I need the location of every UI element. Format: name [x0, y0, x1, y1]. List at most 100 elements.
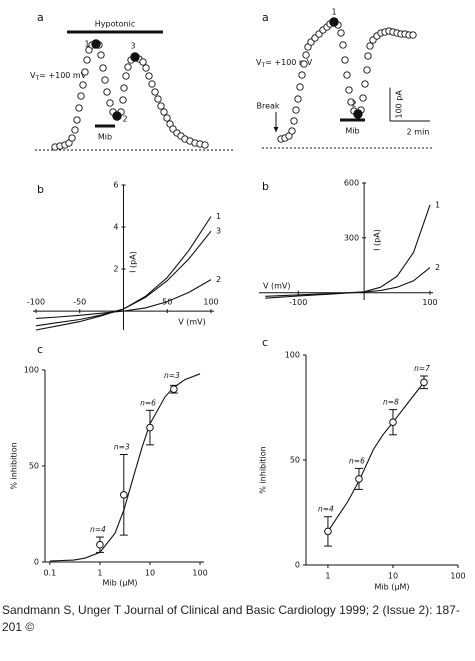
break-label: Break [256, 102, 279, 111]
iv-curve [265, 204, 431, 299]
data-point [124, 63, 132, 71]
data-point [296, 83, 304, 91]
data-point [96, 540, 104, 549]
data-point [106, 99, 114, 107]
x-tick-label: 10 [388, 572, 398, 581]
n-label: n=4 [318, 505, 334, 514]
y-tick-label: 0 [34, 558, 39, 567]
n-label: n=8 [383, 398, 399, 407]
panel-letter: b [37, 183, 44, 196]
data-point [99, 64, 107, 72]
point-label: 1 [331, 8, 336, 17]
series-label: 1 [216, 212, 221, 221]
data-point [345, 86, 353, 94]
x-tick-label: 100 [450, 572, 465, 581]
y-tick-label: 0 [295, 561, 300, 570]
data-point [103, 88, 111, 96]
data-point [142, 64, 150, 72]
n-label: n=4 [90, 525, 106, 534]
series-label: 2 [216, 275, 221, 284]
data-point [363, 66, 371, 74]
marked-point [353, 109, 363, 119]
data-point [77, 92, 85, 100]
data-point [355, 475, 363, 483]
x-axis-label: Mib (μM) [103, 579, 138, 588]
x-axis-label: Mib (μM) [375, 583, 410, 592]
data-point [122, 72, 130, 80]
voltage-label: VT= +100 mV [30, 71, 87, 82]
data-point [347, 98, 355, 106]
y-tick-label: 50 [29, 462, 39, 471]
marked-point [91, 39, 101, 49]
data-point [157, 102, 165, 110]
point-label: 3 [130, 42, 135, 51]
fit-curve [49, 373, 201, 562]
voltage-value: = +100 mV [265, 58, 313, 67]
y-axis-label: I (pA) [129, 251, 138, 273]
marked-point [112, 111, 122, 121]
data-point [160, 108, 168, 116]
voltage-subscript: T [34, 75, 39, 82]
fit-curve [327, 381, 425, 532]
data-point [341, 56, 349, 64]
x-tick-label: 100 [192, 569, 207, 578]
data-point [409, 31, 417, 39]
x-tick-label: 1 [97, 569, 102, 578]
n-label: n=6 [140, 398, 156, 407]
n-label: n=3 [164, 371, 180, 380]
data-point [151, 88, 159, 96]
data-point [298, 71, 306, 79]
scale-label-y: 100 pA [395, 90, 404, 119]
y-tick-label: 300 [344, 233, 359, 242]
voltage-symbol: V [256, 58, 262, 67]
data-point [366, 42, 374, 50]
n-label: n=7 [414, 364, 430, 373]
iv-curve [35, 279, 212, 319]
panel-letter: c [262, 336, 268, 349]
y-tick-label: 6 [113, 181, 118, 190]
data-point [139, 58, 147, 66]
x-tick-label: 0.1 [43, 569, 56, 578]
break-arrowhead [273, 127, 279, 132]
marked-point [130, 52, 140, 62]
data-point [154, 95, 162, 103]
data-point [146, 423, 154, 432]
data-point [294, 95, 302, 103]
x-tick-label: 100 [203, 298, 218, 307]
iv-curve [265, 267, 431, 297]
n-label: n=6 [349, 456, 365, 465]
data-point [68, 134, 76, 142]
x-axis-label: V (mV) [263, 282, 291, 291]
iv-curve [35, 230, 212, 327]
panel-letter: a [37, 11, 44, 24]
voltage-subscript: T [260, 62, 265, 69]
data-point [119, 96, 127, 104]
data-point [288, 127, 296, 135]
y-tick-label: 50 [290, 456, 300, 465]
data-point [79, 81, 87, 89]
voltage-value: = +100 mV [39, 71, 87, 80]
n-label: n=3 [114, 442, 130, 451]
series-label: 2 [435, 263, 440, 272]
data-point [420, 378, 428, 387]
data-point [119, 491, 128, 499]
data-point [120, 84, 128, 92]
drug-label: Mib [345, 127, 359, 136]
point-label: 2 [122, 115, 127, 124]
data-point [292, 106, 300, 114]
drug-label: Mib [98, 133, 112, 142]
y-tick-label: 100 [24, 366, 39, 375]
voltage-symbol: V [30, 71, 36, 80]
series-label: 3 [216, 227, 221, 236]
data-point [145, 72, 153, 80]
data-point [361, 80, 369, 88]
y-tick-label: 2 [113, 265, 118, 274]
series-label: 1 [435, 200, 440, 209]
data-point [389, 418, 397, 427]
y-axis-label: % inhibition [259, 446, 268, 493]
marked-point [329, 17, 339, 27]
y-axis-label: I (pA) [373, 229, 382, 251]
data-point [148, 80, 156, 88]
y-tick-label: 600 [344, 179, 359, 188]
